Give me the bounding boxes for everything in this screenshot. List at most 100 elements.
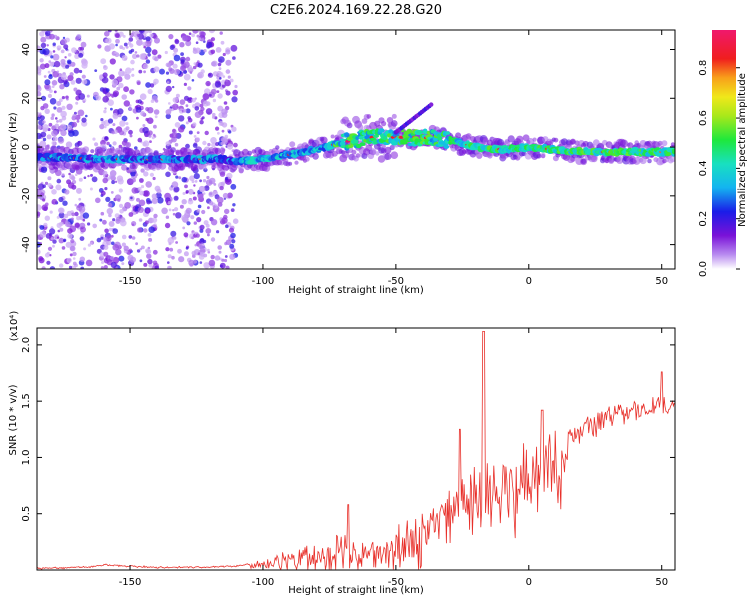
- speckle-cell: [140, 185, 145, 189]
- speckle-cell: [100, 190, 106, 196]
- speckle-cell: [185, 207, 192, 214]
- speckle-cell: [80, 266, 85, 269]
- speckle-cell: [121, 234, 127, 240]
- speckle-cell: [145, 181, 152, 188]
- ridge-cell: [666, 152, 671, 157]
- speckle-cell: [75, 77, 82, 84]
- speckle-cell: [42, 198, 46, 202]
- speckle-cell: [78, 52, 84, 58]
- speckle-cell: [195, 41, 199, 44]
- speckle-cell: [65, 64, 70, 69]
- speckle-cell: [121, 262, 125, 266]
- speckle-cell: [210, 237, 216, 242]
- speckle-cell: [110, 93, 113, 97]
- speckle-cell: [217, 131, 220, 135]
- speckle-cell: [64, 56, 67, 59]
- speckle-cell: [48, 122, 53, 127]
- speckle-cell: [119, 68, 123, 71]
- speckle-cell: [131, 223, 135, 226]
- speckle-cell: [196, 209, 201, 213]
- speckle-cell: [225, 49, 231, 55]
- speckle-cell: [80, 226, 86, 233]
- speckle-cell: [56, 222, 62, 228]
- colorbar-tick-label: 0.2: [698, 211, 709, 227]
- speckle-cell: [202, 179, 207, 183]
- snr-y-ticks: 0.5 1.0 1.5 2.0: [21, 337, 675, 522]
- halo-cell: [289, 141, 296, 148]
- speckle-cell: [57, 137, 65, 144]
- speckle-cell: [112, 113, 118, 118]
- speckle-cell: [199, 228, 204, 233]
- speckle-cell: [106, 208, 114, 215]
- speckle-cell: [216, 230, 220, 234]
- speckle-cell: [40, 166, 48, 173]
- speckle-cell: [112, 141, 117, 146]
- ridge-cell: [506, 148, 511, 154]
- speckle-cell: [168, 108, 173, 112]
- speckle-cell: [207, 248, 210, 252]
- halo-cell: [483, 137, 489, 143]
- halo-cell: [288, 161, 293, 166]
- speckle-cell: [199, 31, 205, 37]
- speckle-cell: [108, 227, 113, 232]
- speckle-cell: [195, 137, 201, 142]
- speckle-cell: [102, 72, 108, 78]
- speckle-cell: [100, 118, 104, 122]
- speckle-cell: [135, 211, 139, 214]
- speckle-cell: [63, 80, 68, 85]
- spectrogram-x-ticks: -150 -100 -50 0 50: [119, 30, 668, 287]
- speckle-cell: [148, 226, 155, 233]
- speckle-cell: [55, 117, 58, 120]
- speckle-cell: [199, 103, 204, 108]
- speckle-cell: [152, 133, 156, 137]
- speckle-cell: [208, 201, 214, 206]
- halo-cell: [195, 146, 203, 154]
- speckle-cell: [39, 140, 47, 148]
- speckle-cell: [123, 42, 128, 47]
- speckle-cell: [72, 251, 77, 257]
- speckle-cell: [127, 41, 132, 45]
- speckle-cell: [143, 171, 149, 177]
- speckle-cell: [203, 262, 210, 269]
- speckle-cell: [90, 173, 93, 177]
- speckle-cell: [225, 265, 230, 269]
- speckle-cell: [178, 256, 185, 263]
- speckle-cell: [199, 120, 204, 125]
- speckle-cell: [76, 216, 81, 221]
- speckle-cell: [208, 259, 216, 267]
- speckle-cell: [218, 250, 222, 254]
- speckle-cell: [39, 58, 44, 63]
- speckle-cell: [61, 115, 67, 121]
- halo-cell: [532, 137, 537, 142]
- speckle-cell: [59, 123, 67, 131]
- speckle-cell: [217, 62, 222, 67]
- speckle-cell: [202, 140, 207, 146]
- speckle-cell: [227, 192, 233, 199]
- speckle-cell: [165, 113, 171, 120]
- speckle-cell: [94, 142, 99, 147]
- speckle-cell: [37, 212, 40, 216]
- speckle-cell: [63, 238, 67, 242]
- speckle-cell: [193, 184, 196, 187]
- speckle-cell: [55, 184, 62, 191]
- y-tick-label: 1.0: [21, 449, 32, 465]
- speckle-cell: [65, 141, 73, 148]
- speckle-cell: [191, 250, 197, 256]
- halo-cell: [540, 152, 546, 158]
- speckle-cell: [97, 44, 102, 49]
- ridge-cell: [378, 128, 385, 134]
- speckle-cell: [117, 178, 124, 185]
- speckle-cell: [228, 130, 232, 134]
- speckle-cell: [221, 258, 225, 262]
- y-tick-label: 0: [21, 144, 32, 150]
- speckle-cell: [124, 202, 131, 209]
- speckle-cell: [183, 251, 189, 257]
- speckle-cell: [185, 143, 190, 149]
- halo-cell: [384, 152, 392, 160]
- speckle-cell: [52, 239, 57, 244]
- speckle-cell: [44, 83, 50, 90]
- speckle-cell: [44, 144, 50, 150]
- speckle-cell: [157, 197, 164, 204]
- speckle-cell: [192, 122, 197, 127]
- halo-cell: [620, 139, 628, 148]
